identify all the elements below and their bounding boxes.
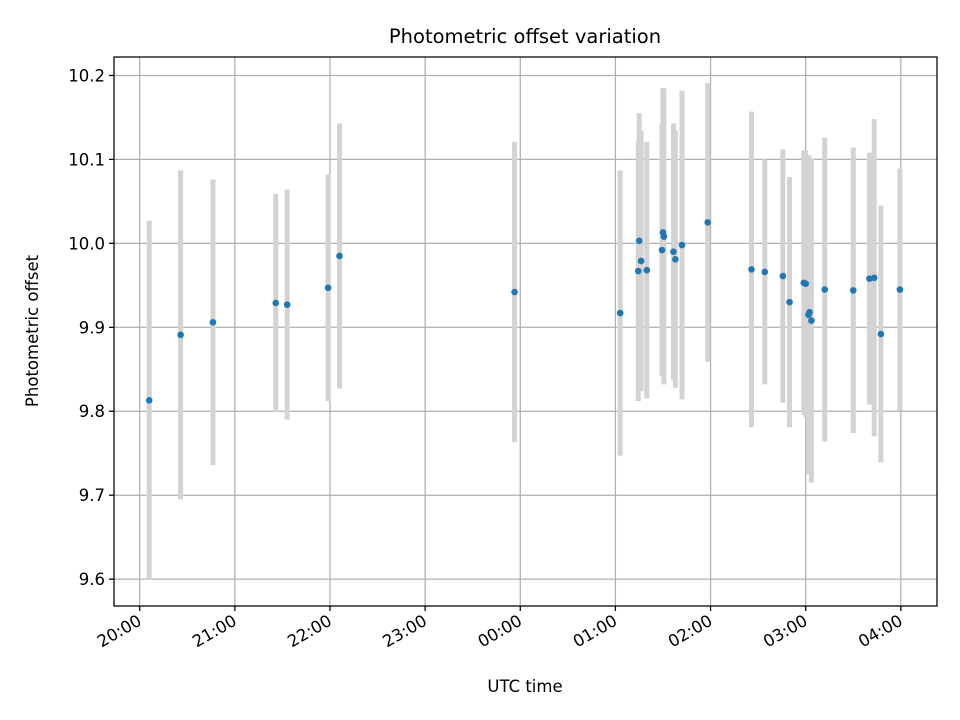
data-point — [177, 331, 184, 339]
data-point — [670, 248, 677, 256]
data-point — [324, 284, 332, 292]
data-point — [849, 287, 857, 294]
data-point — [786, 298, 793, 306]
y-tick-label: 10.0 — [68, 234, 105, 253]
data-point — [660, 233, 668, 240]
data-point — [272, 299, 280, 307]
data-point — [704, 219, 712, 226]
data-point — [209, 318, 217, 326]
y-axis-ticks: 9.6 9.7 9.8 9.9 10.0 10.1 10.2 — [68, 66, 114, 589]
data-point — [635, 237, 643, 245]
data-points — [145, 219, 904, 404]
data-point — [616, 309, 624, 317]
data-point — [336, 252, 343, 260]
data-point — [634, 267, 642, 275]
y-tick-label: 10.1 — [68, 150, 105, 169]
data-point — [678, 241, 686, 249]
data-point — [643, 266, 651, 274]
data-point — [779, 272, 787, 280]
chart-title: Photometric offset variation — [389, 25, 661, 48]
y-tick-label: 9.6 — [79, 570, 105, 589]
data-point — [748, 266, 755, 273]
grid — [114, 57, 937, 606]
data-point — [637, 257, 645, 265]
y-tick-label: 9.9 — [79, 318, 105, 337]
data-point — [145, 397, 153, 404]
y-tick-label: 9.7 — [79, 486, 105, 505]
data-point — [821, 286, 829, 293]
data-point — [658, 246, 666, 254]
data-point — [802, 280, 810, 287]
x-axis-label: UTC time — [487, 677, 562, 696]
data-point — [283, 301, 291, 308]
data-point — [808, 317, 815, 324]
data-point — [761, 268, 769, 276]
data-point — [806, 308, 813, 316]
y-axis-label: Photometric offset — [23, 254, 42, 407]
data-point — [870, 274, 878, 282]
y-tick-label: 10.2 — [68, 66, 105, 85]
data-point — [672, 256, 679, 263]
data-point — [896, 286, 904, 293]
data-point — [877, 330, 885, 338]
data-point — [511, 288, 518, 296]
plot-frame — [113, 56, 938, 607]
y-tick-label: 9.8 — [79, 402, 105, 421]
